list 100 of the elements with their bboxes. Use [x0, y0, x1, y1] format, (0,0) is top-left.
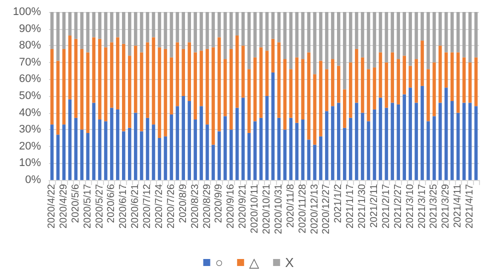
bar — [259, 118, 263, 180]
y-tick-label: 10% — [18, 157, 42, 170]
bar — [348, 12, 352, 62]
bar — [295, 122, 298, 180]
bar — [128, 12, 132, 56]
bar — [426, 121, 430, 180]
bar — [176, 12, 180, 42]
bar — [342, 12, 346, 90]
bar — [86, 52, 90, 133]
bar — [241, 12, 245, 46]
bar — [348, 62, 352, 118]
bar — [265, 96, 269, 180]
bar — [450, 12, 454, 52]
y-tick-label: 50% — [18, 90, 42, 102]
bar — [325, 111, 328, 180]
bar — [444, 52, 448, 88]
x-tick-label: 2021/1/30 — [357, 184, 368, 228]
bar — [468, 62, 472, 103]
bar — [420, 12, 424, 41]
bar — [110, 108, 114, 180]
bar — [319, 136, 322, 180]
bar — [426, 12, 430, 70]
x-tick-label: 2020/6/17 — [118, 184, 130, 228]
bar — [104, 121, 108, 180]
bar — [468, 102, 472, 180]
bar — [432, 62, 436, 116]
bar — [116, 12, 120, 38]
bar — [176, 106, 180, 180]
bar — [170, 114, 174, 180]
bar — [360, 12, 364, 58]
bar — [456, 12, 460, 52]
bar — [206, 12, 209, 49]
bar — [235, 36, 239, 108]
bar — [366, 121, 370, 180]
y-tick-label: 70% — [18, 56, 42, 68]
bar — [283, 130, 287, 180]
bar — [146, 42, 150, 118]
x-tick-label: 2020/11/8 — [285, 184, 296, 228]
bar — [164, 48, 168, 136]
bar — [122, 44, 126, 132]
bar — [194, 52, 197, 120]
bar — [337, 12, 340, 66]
bar — [98, 12, 102, 39]
x-tick-label: 2021/4/11 — [452, 184, 464, 228]
x-tick-label: 2020/9/21 — [238, 184, 249, 228]
bar — [408, 66, 412, 88]
bar — [354, 12, 358, 49]
bar — [307, 12, 310, 52]
bar — [146, 12, 150, 42]
bar — [313, 74, 316, 145]
bar — [271, 12, 275, 39]
x-tick-label: 2021/2/11 — [368, 184, 380, 228]
bar — [378, 12, 382, 52]
bar — [390, 12, 394, 52]
bar — [241, 46, 245, 98]
bar — [271, 72, 275, 180]
bar — [420, 86, 424, 180]
bar — [152, 124, 156, 180]
bar — [414, 59, 418, 103]
bar — [283, 59, 287, 130]
x-tick-label: 2021/3/25 — [428, 184, 440, 228]
bar — [110, 42, 114, 108]
bar — [384, 62, 388, 108]
bar — [80, 130, 84, 180]
bar — [283, 12, 287, 60]
bar — [56, 12, 60, 61]
x-tick-label: 2020/8/29 — [202, 184, 213, 228]
bar — [354, 102, 358, 180]
bar — [62, 12, 66, 49]
y-tick-label: 60% — [18, 73, 42, 86]
bar — [259, 12, 263, 48]
bar — [331, 59, 334, 106]
bar — [432, 116, 436, 180]
bar — [438, 46, 442, 103]
bar — [366, 69, 370, 122]
bar — [218, 12, 221, 38]
bar — [104, 47, 108, 122]
bar — [438, 102, 442, 180]
bar — [98, 120, 102, 180]
bar — [164, 136, 168, 180]
y-tick-label: 90% — [18, 22, 42, 35]
x-tick-label: 2020/12/13 — [309, 184, 320, 234]
bar — [218, 37, 221, 132]
bar — [176, 42, 180, 106]
bar — [360, 112, 364, 180]
bar — [110, 12, 114, 42]
bar — [152, 12, 156, 38]
bar — [128, 128, 132, 180]
bar — [146, 118, 150, 180]
bar — [408, 12, 412, 66]
bar — [348, 118, 352, 180]
bar — [164, 12, 168, 49]
x-tick-label: 2021/3/29 — [440, 184, 452, 228]
bar — [158, 47, 162, 138]
bar — [68, 99, 72, 180]
bar — [301, 120, 304, 180]
bar — [402, 12, 406, 56]
bar — [396, 12, 400, 60]
x-tick-label: 2021/1/2 — [333, 184, 344, 223]
bar — [414, 12, 418, 60]
